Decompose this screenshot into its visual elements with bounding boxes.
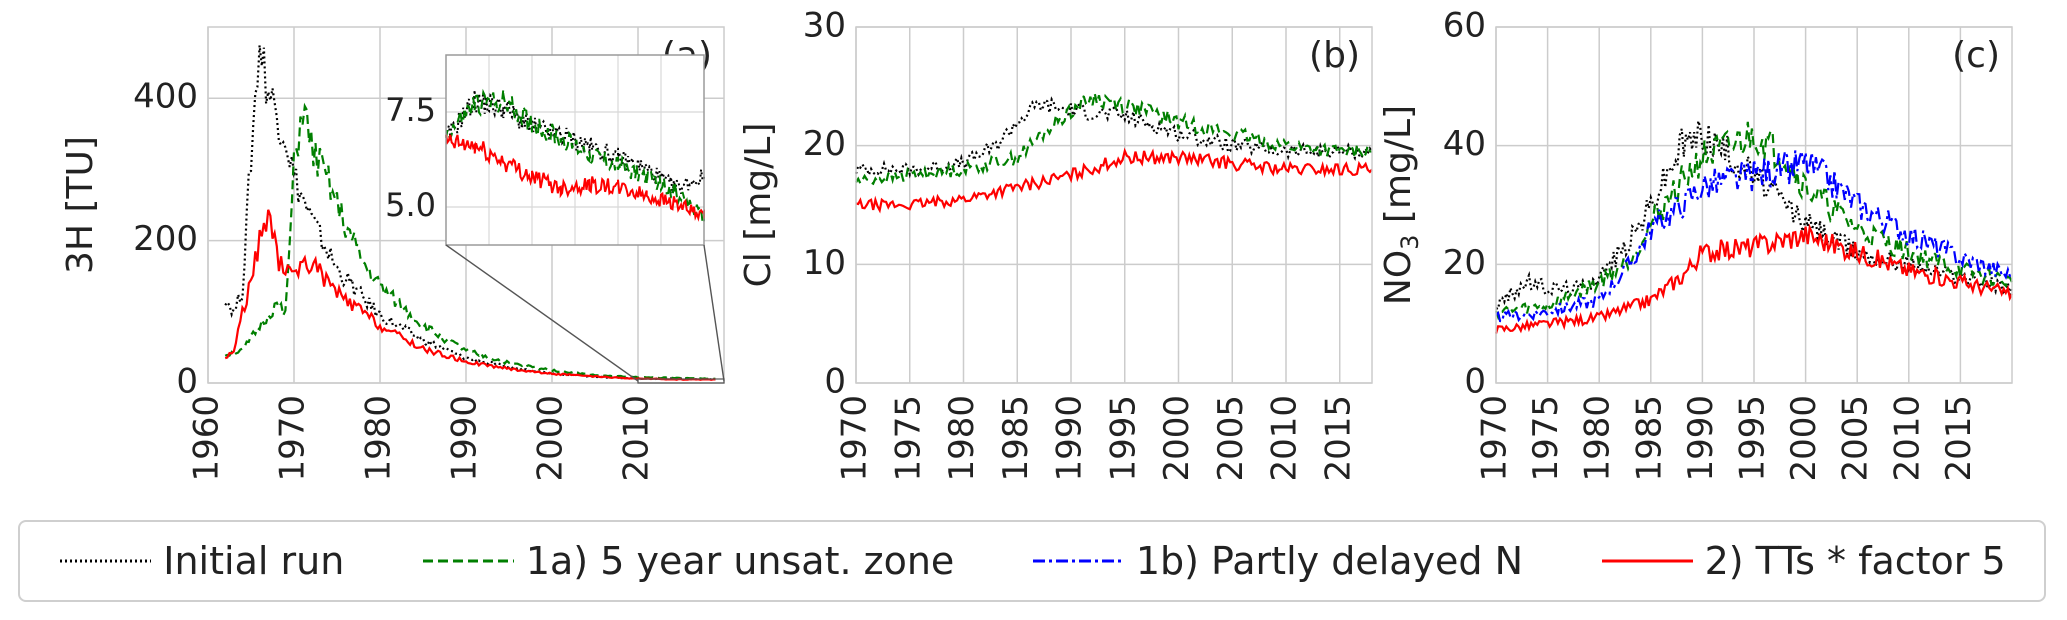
legend-swatch-tts-factor-5 <box>1601 559 1693 563</box>
panel-label: (b) <box>1309 35 1360 76</box>
inset-y-tick-label: 5.0 <box>385 186 436 224</box>
legend-label: 1b) Partly delayed N <box>1135 539 1524 583</box>
zoom-connector-line <box>445 244 639 382</box>
series-line-2-tts-factor-5 <box>1494 223 2013 334</box>
x-tick-label: 1995 <box>1733 395 1773 482</box>
grid <box>1495 26 2012 384</box>
x-tick-label: 2010 <box>617 395 657 482</box>
legend-swatch-initial-run <box>60 559 152 563</box>
legend-item-5-year-unsat-zone: 1a) 5 year unsat. zone <box>421 539 954 583</box>
x-tick-label: 2005 <box>1211 395 1251 482</box>
grid <box>855 26 1372 384</box>
zoom-connector-line <box>703 244 725 382</box>
legend-swatch-partly-delayed-n <box>1032 559 1124 563</box>
y-tick-label: 0 <box>1464 362 1486 402</box>
legend-swatch-5-year-unsat-zone <box>422 559 514 563</box>
x-tick-label: 2000 <box>1157 395 1197 482</box>
y-axis-label: NO3 [mg/L] <box>1378 105 1424 305</box>
legend-label: Initial run <box>163 539 345 583</box>
x-tick-label: 1975 <box>888 395 928 482</box>
plot-frame <box>1495 26 2013 384</box>
legend-label: 1a) 5 year unsat. zone <box>525 539 955 583</box>
inset-frame <box>445 54 705 246</box>
series-line-1b-partly-delayed-n <box>1495 147 2013 323</box>
zoom-region-marker <box>637 378 725 384</box>
x-tick-label: 1975 <box>1526 395 1566 482</box>
x-tick-label: 1985 <box>996 395 1036 482</box>
y-tick-label: 400 <box>133 77 198 117</box>
legend-item-tts-factor-5: 2) TTs * factor 5 <box>1600 539 2006 583</box>
y-tick-label: 0 <box>176 362 198 402</box>
x-tick-label: 2000 <box>531 395 571 482</box>
panel-b-cl: 1970 1975 1980 1985 1990 1995 2000 2005 2010 2015… <box>738 6 1373 482</box>
plot-frame <box>855 26 1373 384</box>
plot-frame <box>207 26 725 384</box>
inset-zoom: 5.0 7.5 <box>385 54 725 384</box>
x-tick-label: 1990 <box>445 395 485 482</box>
y-tick-label: 200 <box>133 219 198 259</box>
inset-series-line-initial-run <box>445 89 705 195</box>
y-axis-label: 3H [TU] <box>60 136 101 274</box>
x-tick-label: 1980 <box>942 395 982 482</box>
y-tick-label: 20 <box>1443 243 1486 283</box>
legend: Initial run 1a) 5 year unsat. zone 1b) P… <box>18 520 2046 602</box>
legend-item-partly-delayed-n: 1b) Partly delayed N <box>1031 539 1523 583</box>
panel-label: (c) <box>1952 35 2000 76</box>
x-tick-label: 1990 <box>1681 395 1721 482</box>
x-tick-label: 1980 <box>359 395 399 482</box>
inset-series-line-1a-5-year-unsat-zone <box>445 88 705 225</box>
x-tick-label: 1970 <box>1475 395 1515 482</box>
x-tick-label: 1990 <box>1050 395 1090 482</box>
y-tick-label: 10 <box>803 243 846 283</box>
inset-series-line-2-tts-factor-5 <box>445 134 705 222</box>
legend-label: 2) TTs * factor 5 <box>1704 539 2006 583</box>
x-tick-label: 1980 <box>1578 395 1618 482</box>
x-tick-label: 1970 <box>835 395 875 482</box>
x-tick-label: 1960 <box>187 395 227 482</box>
y-tick-label: 20 <box>803 124 846 164</box>
x-tick-label: 2010 <box>1265 395 1305 482</box>
x-tick-label: 1985 <box>1629 395 1669 482</box>
x-tick-label: 2000 <box>1784 395 1824 482</box>
inset-y-tick-label: 7.5 <box>385 91 436 129</box>
x-tick-label: 2015 <box>1939 395 1979 482</box>
legend-item-initial-run: Initial run <box>58 539 344 583</box>
x-tick-label: 2010 <box>1887 395 1927 482</box>
series-line-2-tts-factor-5 <box>855 147 1373 214</box>
y-tick-label: 30 <box>803 6 846 46</box>
y-tick-label: 0 <box>824 362 846 402</box>
x-tick-label: 1995 <box>1103 395 1143 482</box>
x-tick-label: 2005 <box>1836 395 1876 482</box>
x-tick-label: 1970 <box>273 395 313 482</box>
panel-c-no3: 1970 1975 1980 1985 1990 1995 2000 2005 2010 2015… <box>1378 6 2014 482</box>
y-tick-label: 60 <box>1443 6 1486 46</box>
x-tick-label: 2015 <box>1318 395 1358 482</box>
series-line-1a-5-year-unsat-zone <box>855 92 1373 186</box>
y-axis-label: Cl [mg/L] <box>738 123 779 288</box>
y-tick-label: 40 <box>1443 124 1486 164</box>
